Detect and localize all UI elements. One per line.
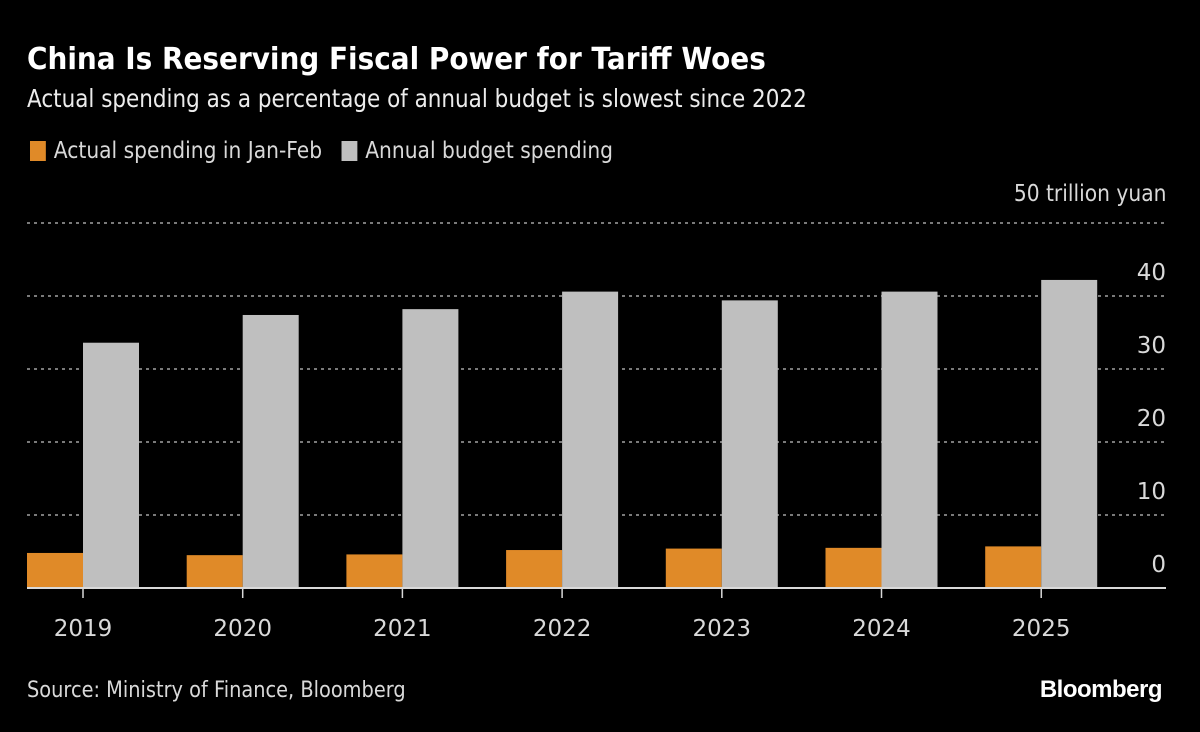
- legend-item-actual: Actual spending in Jan-Feb: [30, 138, 322, 164]
- y-tick-label-0: 0: [1151, 552, 1166, 578]
- bar-budget-2022: [562, 291, 619, 588]
- bar-actual-2024: [825, 547, 882, 588]
- bar-actual-2019: [27, 552, 83, 588]
- legend-swatch-budget: [341, 141, 358, 161]
- x-tick-label-2023: 2023: [693, 616, 752, 642]
- bar-budget-2019: [83, 342, 139, 588]
- bar-budget-2020: [242, 314, 299, 588]
- legend-item-budget: Annual budget spending: [341, 138, 613, 164]
- bar-actual-2021: [346, 554, 403, 588]
- bar-actual-2022: [506, 550, 563, 588]
- bloomberg-logo: Bloomberg: [1039, 676, 1163, 703]
- bar-actual-2023: [665, 548, 722, 588]
- x-tick-label-2021: 2021: [373, 616, 432, 642]
- legend-label-actual: Actual spending in Jan-Feb: [53, 138, 323, 164]
- y-axis-unit-label: 50 trillion yuan: [1013, 181, 1166, 207]
- legend-label-budget: Annual budget spending: [365, 138, 614, 164]
- x-tick-label-2022: 2022: [533, 616, 592, 642]
- bar-budget-2023: [721, 300, 778, 588]
- bar-budget-2021: [402, 309, 459, 588]
- chart-subtitle: Actual spending as a percentage of annua…: [27, 84, 807, 113]
- bar-actual-2025: [985, 546, 1042, 588]
- y-tick-label-40: 40: [1137, 260, 1166, 286]
- legend: Actual spending in Jan-Feb Annual budget…: [30, 138, 632, 164]
- y-tick-label-10: 10: [1137, 479, 1166, 505]
- bar-actual-2020: [186, 555, 243, 588]
- x-tick-label-2020: 2020: [213, 616, 272, 642]
- x-tick-label-2019: 2019: [54, 616, 113, 642]
- y-tick-label-30: 30: [1137, 333, 1166, 359]
- x-tick-label-2024: 2024: [852, 616, 911, 642]
- legend-swatch-actual: [30, 141, 46, 161]
- y-tick-label-20: 20: [1137, 406, 1166, 432]
- bar-budget-2024: [881, 291, 938, 588]
- source-note: Source: Ministry of Finance, Bloomberg: [27, 678, 406, 703]
- x-tick-label-2025: 2025: [1012, 616, 1071, 642]
- chart-title: China Is Reserving Fiscal Power for Tari…: [27, 42, 766, 77]
- bar-budget-2025: [1041, 279, 1098, 588]
